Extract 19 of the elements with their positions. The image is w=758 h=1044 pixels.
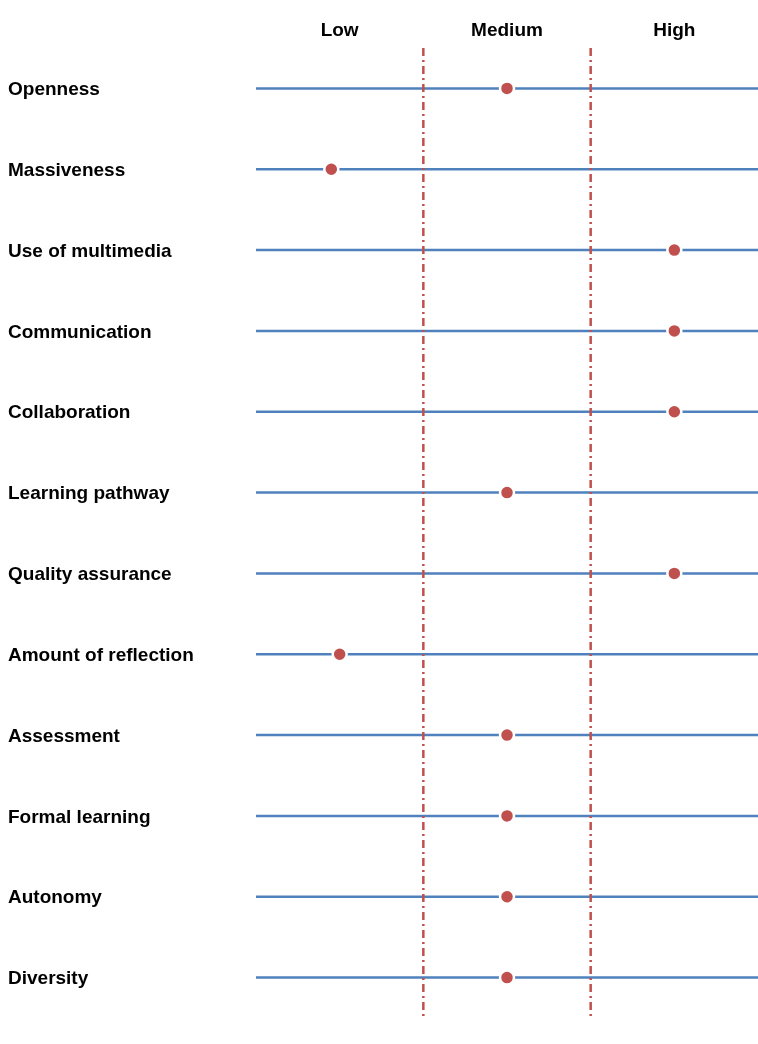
point <box>498 969 516 986</box>
point <box>498 484 516 501</box>
y-tick-label: Learning pathway <box>8 482 170 504</box>
y-tick-label: Autonomy <box>8 886 103 908</box>
text: Medium <box>471 19 543 40</box>
y-tick-label: Massiveness <box>8 158 126 180</box>
y-tick-label: Collaboration <box>8 401 131 423</box>
y-tick-label: Formal learning <box>8 805 151 827</box>
y-tick-label: Quality assurance <box>8 563 172 585</box>
y-tick-label: Openness <box>8 78 100 100</box>
y-tick-label: Communication <box>8 320 152 342</box>
text: Low <box>320 19 359 40</box>
y-tick-label: Diversity <box>8 967 89 989</box>
y-tick-label: Amount of reflection <box>8 643 194 665</box>
point <box>498 80 516 97</box>
point <box>666 565 683 582</box>
text: High <box>653 19 696 40</box>
y-tick-label: Assessment <box>8 724 121 746</box>
y-tick-label: Use of multimedia <box>8 239 173 261</box>
